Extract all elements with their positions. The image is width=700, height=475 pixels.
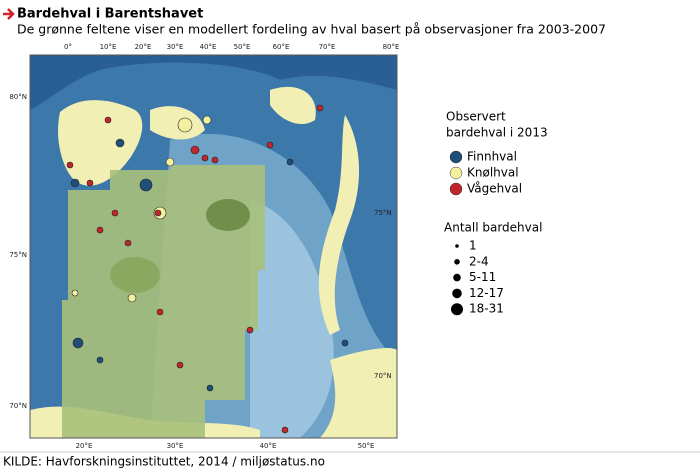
- map-frame: [29, 54, 398, 439]
- legend-title: bardehval i 2013: [446, 126, 548, 140]
- legend-label: Finnhval: [467, 150, 517, 164]
- lon-label: 70°E: [319, 43, 336, 51]
- legend-swatch: [449, 166, 463, 180]
- map: [29, 54, 398, 439]
- legend: Observert bardehval i 2013 Finnhval Knølhva…: [444, 110, 548, 316]
- russia-coast: [320, 348, 397, 438]
- legend-swatch: [449, 150, 463, 164]
- title: Bardehval i Barentshavet: [17, 7, 203, 22]
- title-arrow: [3, 8, 15, 20]
- legend-title: Observert: [446, 110, 506, 124]
- hotspot: [206, 199, 250, 231]
- legend-label: Vågehval: [467, 182, 522, 196]
- size-swatch: [451, 303, 463, 316]
- svalbard: [58, 100, 143, 186]
- lat-label: 75°N: [9, 251, 27, 259]
- lon-label: 80°E: [383, 43, 400, 51]
- hotspot: [110, 257, 160, 293]
- franz-josef: [270, 86, 316, 125]
- lat-label: 75°N: [374, 209, 392, 217]
- lon-label: 30°E: [167, 442, 184, 450]
- legend-label: Knølhval: [467, 166, 519, 180]
- shelf-shallow: [250, 200, 334, 438]
- lon-label: 20°E: [135, 43, 152, 51]
- lon-label: 50°E: [358, 442, 375, 450]
- lon-label: 0°: [64, 43, 72, 51]
- model-area: [62, 165, 265, 438]
- size-label: 18-31: [469, 302, 504, 316]
- size-label: 2-4: [469, 254, 489, 268]
- lon-label: 50°E: [234, 43, 251, 51]
- lon-label: 60°E: [273, 43, 290, 51]
- size-swatch: [452, 288, 462, 299]
- lon-label: 40°E: [200, 43, 217, 51]
- size-swatch: [453, 273, 461, 282]
- size-label: 5-11: [469, 270, 496, 284]
- legend-title: Antall bardehval: [444, 221, 542, 235]
- size-swatch: [455, 244, 459, 248]
- lon-label: 40°E: [260, 442, 277, 450]
- island: [150, 106, 205, 140]
- lon-label: 10°E: [100, 43, 117, 51]
- lon-label: 30°E: [167, 43, 184, 51]
- size-label: 1: [469, 239, 477, 253]
- lat-label: 70°N: [374, 372, 392, 380]
- source: KILDE: Havforskningsinstituttet, 2014 / …: [3, 455, 325, 469]
- lon-label: 20°E: [76, 442, 93, 450]
- legend-swatch: [449, 182, 463, 196]
- novaya-zemlya: [318, 115, 360, 335]
- lat-label: 80°N: [9, 93, 27, 101]
- size-label: 12-17: [469, 286, 504, 300]
- lat-label: 70°N: [9, 402, 27, 410]
- size-swatch: [454, 259, 460, 265]
- graticule-labels: 0° 10°E 20°E 30°E 40°E 50°E 60°E 70°E 80°E 80°N 75…: [9, 43, 399, 450]
- subtitle: De grønne feltene viser en modellert for…: [17, 22, 606, 37]
- deep-ocean: [30, 55, 397, 110]
